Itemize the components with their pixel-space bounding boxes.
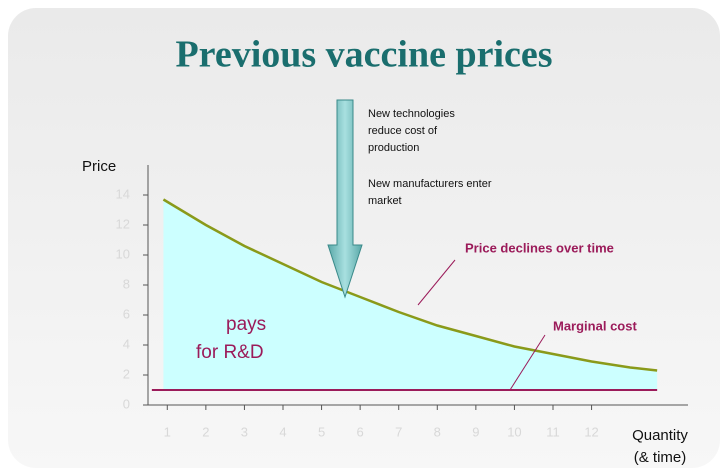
arrow-text: reduce cost of <box>368 125 438 137</box>
chart-title: Previous vaccine prices <box>175 34 552 76</box>
pointer <box>417 259 456 306</box>
y-tick-label: 2 <box>123 366 130 381</box>
x-axis-label: Quantity <box>632 427 688 444</box>
y-axis-label: Price <box>82 158 116 175</box>
y-tick-label: 4 <box>123 336 130 351</box>
area-text: pays <box>226 314 266 335</box>
x-tick-label: 8 <box>434 424 441 439</box>
x-tick-label: 2 <box>202 424 209 439</box>
x-tick-label: 5 <box>318 424 325 439</box>
x-tick-label: 12 <box>584 424 598 439</box>
x-axis-label: (& time) <box>634 449 687 466</box>
annotation: Price declines over time <box>465 240 614 255</box>
y-tick-label: 6 <box>123 306 130 321</box>
x-tick-label: 4 <box>279 424 286 439</box>
arrow-text: production <box>368 142 419 154</box>
arrow-text: market <box>368 195 402 207</box>
x-tick-label: 6 <box>357 424 364 439</box>
arrow-text: New manufacturers enter <box>368 178 492 190</box>
panel <box>8 8 720 468</box>
x-tick-label: 1 <box>164 424 171 439</box>
y-tick-label: 0 <box>123 396 130 411</box>
x-tick-label: 10 <box>507 424 521 439</box>
annotation: Marginal cost <box>553 318 637 333</box>
area-fill <box>163 199 658 390</box>
x-tick-label: 9 <box>472 424 479 439</box>
series-line <box>162 198 658 372</box>
y-tick-label: 8 <box>123 276 130 291</box>
x-tick-label: 11 <box>546 424 560 439</box>
area-text: for R&D <box>196 342 264 363</box>
pointer <box>509 334 546 391</box>
y-tick-label: 10 <box>116 246 130 261</box>
x-tick-label: 7 <box>395 424 402 439</box>
y-tick-label: 12 <box>116 216 130 231</box>
x-tick-label: 3 <box>241 424 248 439</box>
y-tick-label: 14 <box>116 186 130 201</box>
arrow <box>327 99 363 299</box>
arrow-text: New technologies <box>368 108 455 120</box>
